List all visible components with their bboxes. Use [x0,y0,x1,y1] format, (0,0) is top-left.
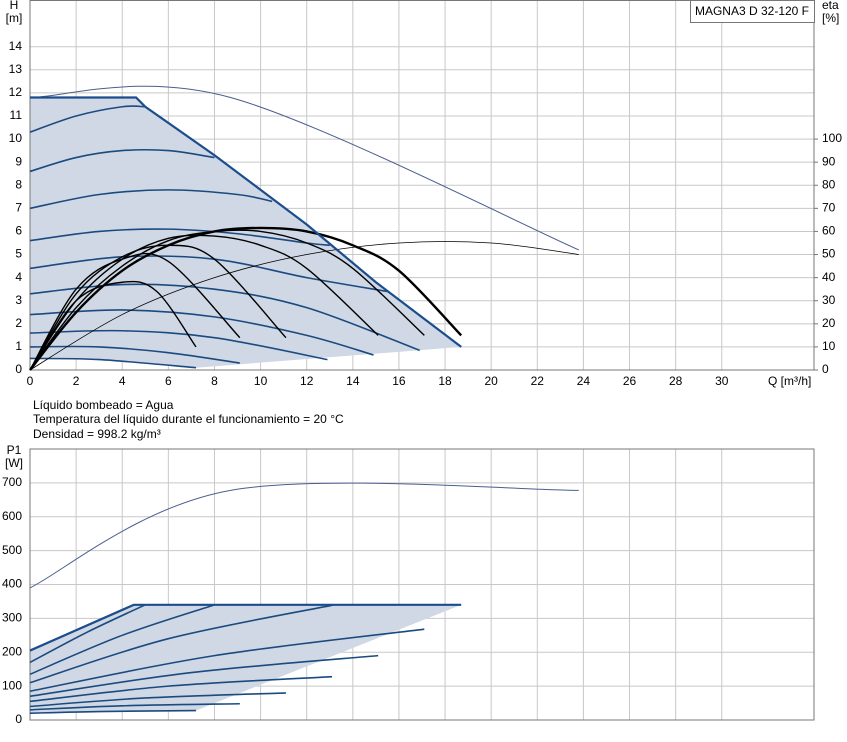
y2-tick-label: 90 [822,154,836,168]
y-tick-label: 100 [2,678,22,692]
curve [29,709,197,715]
y-tick-label: 4 [15,270,22,284]
y2-tick-label: 80 [822,177,836,191]
curve [29,189,273,210]
curve [29,675,333,703]
curve [29,628,425,692]
x-tick-label: 2 [73,374,80,388]
y-tick-label: 10 [9,131,23,145]
x-tick-label: 8 [211,374,218,388]
curve [29,148,215,173]
chart-title: MAGNA3 D 32-120 F [695,4,809,18]
curve [29,241,579,371]
curve [29,226,463,371]
y-tick-label: 1 [15,339,22,353]
x-tick-label: 18 [438,374,452,388]
curve [29,85,580,251]
y-tick-label: 7 [15,201,22,215]
x-tick-label: 10 [254,374,268,388]
y-tick-label: 3 [15,293,22,307]
y2-tick-label: 70 [822,201,836,215]
y-tick-label: 5 [15,247,22,261]
y2-tick-label: 30 [822,293,836,307]
curve [29,654,379,698]
curve [29,702,240,711]
curve [29,244,287,371]
y2-tick-label: 50 [822,247,836,261]
x-tick-label: 0 [27,374,34,388]
y-tick-label: 14 [9,39,23,53]
y-tick-label: 700 [2,475,22,489]
operating-area [30,97,462,368]
y-tick-label: 0 [15,712,22,726]
title-box [690,0,815,23]
x-tick-label: 6 [165,374,172,388]
x-tick-label: 20 [484,374,498,388]
curve [29,357,197,369]
note: Líquido bombeado = Agua [33,398,174,412]
x-tick-label: 12 [300,374,314,388]
y2-tick-label: 20 [822,316,836,330]
y-tick-label: 8 [15,177,22,191]
x-tick-label: 14 [346,374,360,388]
y-tick-label: 6 [15,224,22,238]
y-axis-label: P1 [7,443,22,457]
y2-tick-label: 40 [822,270,836,284]
x-tick-label: 28 [669,374,683,388]
note: Temperatura del líquido durante el funci… [33,412,344,426]
y-axis-unit: [m] [6,11,23,25]
curve [29,345,240,364]
curve [29,105,146,133]
x-tick-label: 26 [623,374,637,388]
y-tick-label: 300 [2,611,22,625]
y2-tick-label: 100 [822,131,842,145]
y-tick-label: 11 [10,108,23,122]
curve [29,604,215,676]
operating-area [30,604,462,714]
y-tick-label: 9 [15,154,22,168]
plot-frame [29,0,815,371]
y-tick-label: 0 [15,362,22,376]
x-tick-label: 22 [531,374,545,388]
max-curve [30,96,462,348]
y-tick-label: 2 [15,316,22,330]
x-tick-label: 30 [715,374,729,388]
y2-axis-unit: [%] [822,11,839,25]
y-axis-label: H [10,0,19,12]
max-curve [29,603,462,652]
y-tick-label: 12 [9,85,23,99]
y-tick-label: 13 [9,62,23,76]
curve [29,482,579,589]
y-tick-label: 600 [2,509,22,523]
curve [29,280,197,371]
y2-tick-label: 60 [822,224,836,238]
plot-frame [29,448,815,721]
x-tick-label: 24 [577,374,591,388]
y2-tick-label: 10 [822,339,836,353]
x-tick-label: 4 [119,374,126,388]
y2-tick-label: 0 [822,362,829,376]
y-tick-label: 500 [2,543,22,557]
y-tick-label: 200 [2,644,22,658]
note: Densidad = 998.2 kg/m³ [33,427,161,441]
x-axis-label: Q [m³/h] [768,374,811,388]
curve [29,604,146,664]
curve [29,234,379,371]
curve [29,309,374,356]
y2-axis-label: eta [822,0,839,12]
y-tick-label: 400 [2,577,22,591]
y-axis-unit: [W] [5,456,23,470]
x-tick-label: 16 [392,374,406,388]
curve [29,283,420,352]
curve [29,604,335,684]
curve [29,692,286,708]
curve [29,329,328,361]
